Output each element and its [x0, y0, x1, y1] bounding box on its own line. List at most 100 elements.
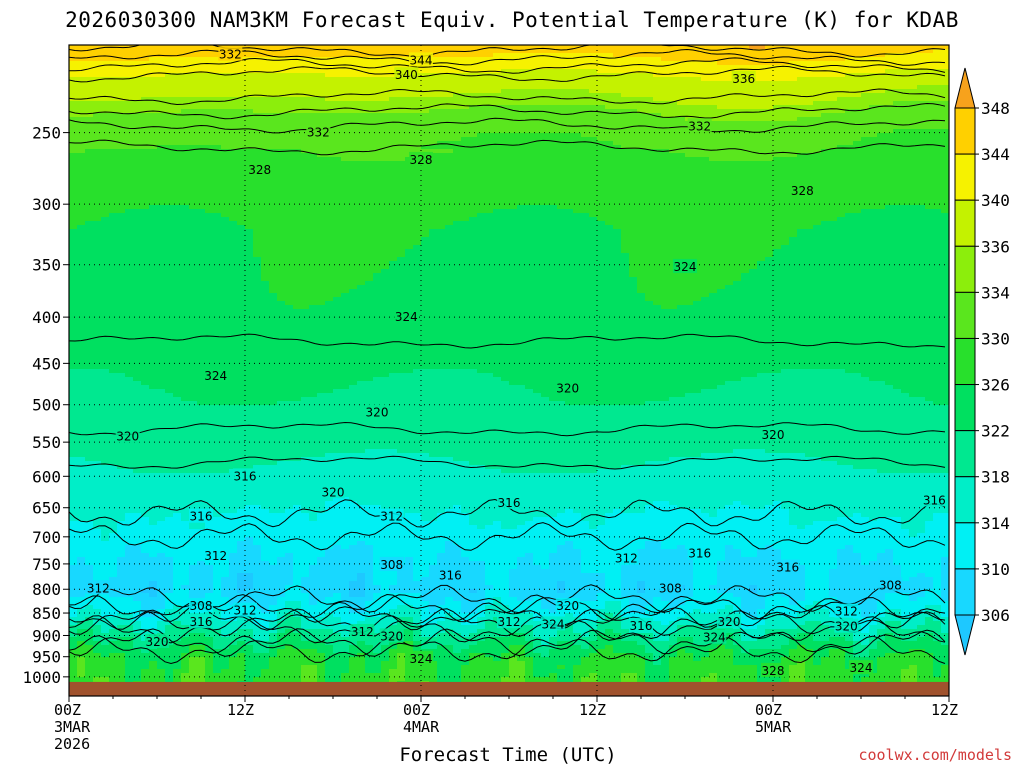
contour-label-text: 312: [87, 581, 110, 595]
contour-label: 312: [203, 547, 228, 563]
y-tick-label: 400: [32, 308, 61, 327]
colorbar-segment: [954, 522, 976, 570]
contour-label-text: 320: [146, 635, 169, 649]
contour-label: 324: [673, 258, 697, 274]
contour-label-text: 336: [732, 72, 755, 86]
contour-label: 336: [731, 70, 756, 86]
colorbar-label: 314: [981, 514, 1010, 533]
contour-label-text: 320: [116, 429, 139, 443]
credit-link[interactable]: coolwx.com/models: [858, 746, 1012, 764]
chart-title: 2026030300 NAM3KM Forecast Equiv. Potent…: [65, 8, 959, 32]
y-tick-label: 750: [32, 555, 61, 574]
x-tick-label-line: 4MAR: [403, 718, 440, 736]
y-tick-label: 300: [32, 195, 61, 214]
contour-label-text: 316: [630, 619, 653, 633]
contour-label-text: 320: [556, 382, 579, 396]
contour-line-324: [69, 333, 946, 349]
y-tick-label: 250: [32, 124, 61, 143]
contour-label: 312: [86, 580, 111, 595]
x-tick-label: 12Z: [579, 702, 606, 719]
contour-line-344: [69, 48, 946, 66]
ground-band: [69, 681, 949, 696]
contour-label-text: 312: [204, 549, 227, 563]
contour-label-text: 344: [410, 53, 433, 67]
contour-label-text: 324: [850, 661, 873, 675]
colorbar-segment: [954, 291, 976, 339]
contour-label-text: 320: [762, 428, 785, 442]
contour-label-text: 340: [395, 68, 418, 82]
contour-label-text: 328: [248, 163, 271, 177]
contour-line-346: [69, 45, 946, 58]
colorbar-segment: [954, 245, 976, 293]
x-tick-label-line: 00Z: [755, 701, 783, 719]
x-tick-label-line: 12Z: [579, 701, 607, 719]
contour-label-text: 316: [498, 496, 521, 510]
contour-label: 312: [379, 508, 404, 524]
contour-label: 316: [687, 545, 712, 560]
contour-label: 312: [350, 623, 375, 639]
colorbar-label: 340: [981, 191, 1010, 210]
colorbar-label: 326: [981, 376, 1010, 395]
y-tick-label: 650: [32, 499, 61, 518]
contour-label-text: 308: [659, 581, 682, 595]
contour-label: 324: [702, 629, 727, 645]
contour-line-332: [69, 117, 946, 134]
y-tick-label: 800: [32, 580, 61, 599]
contour-line-322: [69, 628, 946, 657]
contour-label: 332: [306, 124, 331, 140]
x-tick-label-line: 12Z: [227, 701, 255, 719]
contour-label-text: 312: [835, 605, 858, 619]
colorbar-segment: [954, 568, 976, 616]
contour-label: 324: [849, 660, 873, 675]
contour-label-text: 308: [190, 599, 213, 613]
colorbar-label: 318: [981, 468, 1010, 487]
x-tick-label: 12Z: [931, 702, 958, 719]
y-tick-label: 1000: [22, 668, 61, 687]
contour-label-text: 316: [234, 469, 257, 483]
colorbar-label: 344: [981, 145, 1010, 164]
contour-label-text: 320: [835, 620, 858, 634]
contour-label: 320: [321, 484, 345, 499]
contour-label: 320: [145, 633, 169, 649]
colorbar-label: 306: [981, 606, 1010, 625]
contour-label: 328: [790, 182, 815, 198]
contour-label-text: 328: [762, 664, 785, 678]
contour-label: 320: [555, 598, 580, 613]
contour-label: 316: [922, 492, 947, 507]
contour-label-text: 316: [190, 510, 213, 524]
contour-label: 324: [409, 650, 433, 666]
x-tick-label: 00Z 5MAR: [755, 702, 791, 736]
contour-label-text: 312: [351, 625, 374, 639]
contour-label-text: 312: [380, 510, 403, 524]
y-tick-label: 950: [32, 648, 61, 667]
colorbar-label: 330: [981, 329, 1010, 348]
contour-label: 308: [379, 556, 404, 572]
contour-label-text: 324: [395, 310, 418, 324]
contour-label-text: 308: [879, 578, 902, 592]
contour-label-text: 320: [366, 405, 389, 419]
x-tick-label-line: 5MAR: [755, 718, 792, 736]
contour-label: 312: [233, 602, 257, 618]
contour-line-318: [69, 614, 946, 644]
contour-line-310: [69, 584, 946, 614]
contour-label-text: 320: [322, 485, 345, 499]
y-tick-label: 450: [32, 354, 61, 373]
contour-line-320: [69, 421, 946, 437]
contour-label-text: 324: [674, 260, 697, 274]
colorbar-label: 336: [981, 237, 1010, 256]
x-tick-label: 00Z 3MAR 2026: [54, 702, 90, 753]
y-tick-label: 850: [32, 604, 61, 623]
colorbar-segment: [954, 384, 976, 432]
x-tick-label-line: 00Z: [54, 701, 82, 719]
x-tick-label-line: 3MAR: [54, 718, 91, 736]
contour-line-318: [69, 455, 946, 470]
contour-label-text: 316: [190, 615, 213, 629]
x-tick-label-line: 2026: [54, 735, 91, 753]
y-tick-label: 600: [32, 467, 61, 486]
colorbar-top-arrow: [954, 67, 976, 109]
colorbar-segment: [954, 199, 976, 247]
contour-label-text: 324: [410, 652, 433, 666]
y-tick-label: 550: [32, 433, 61, 452]
contour-label: 324: [203, 368, 228, 383]
contour-label-text: 316: [688, 546, 711, 560]
